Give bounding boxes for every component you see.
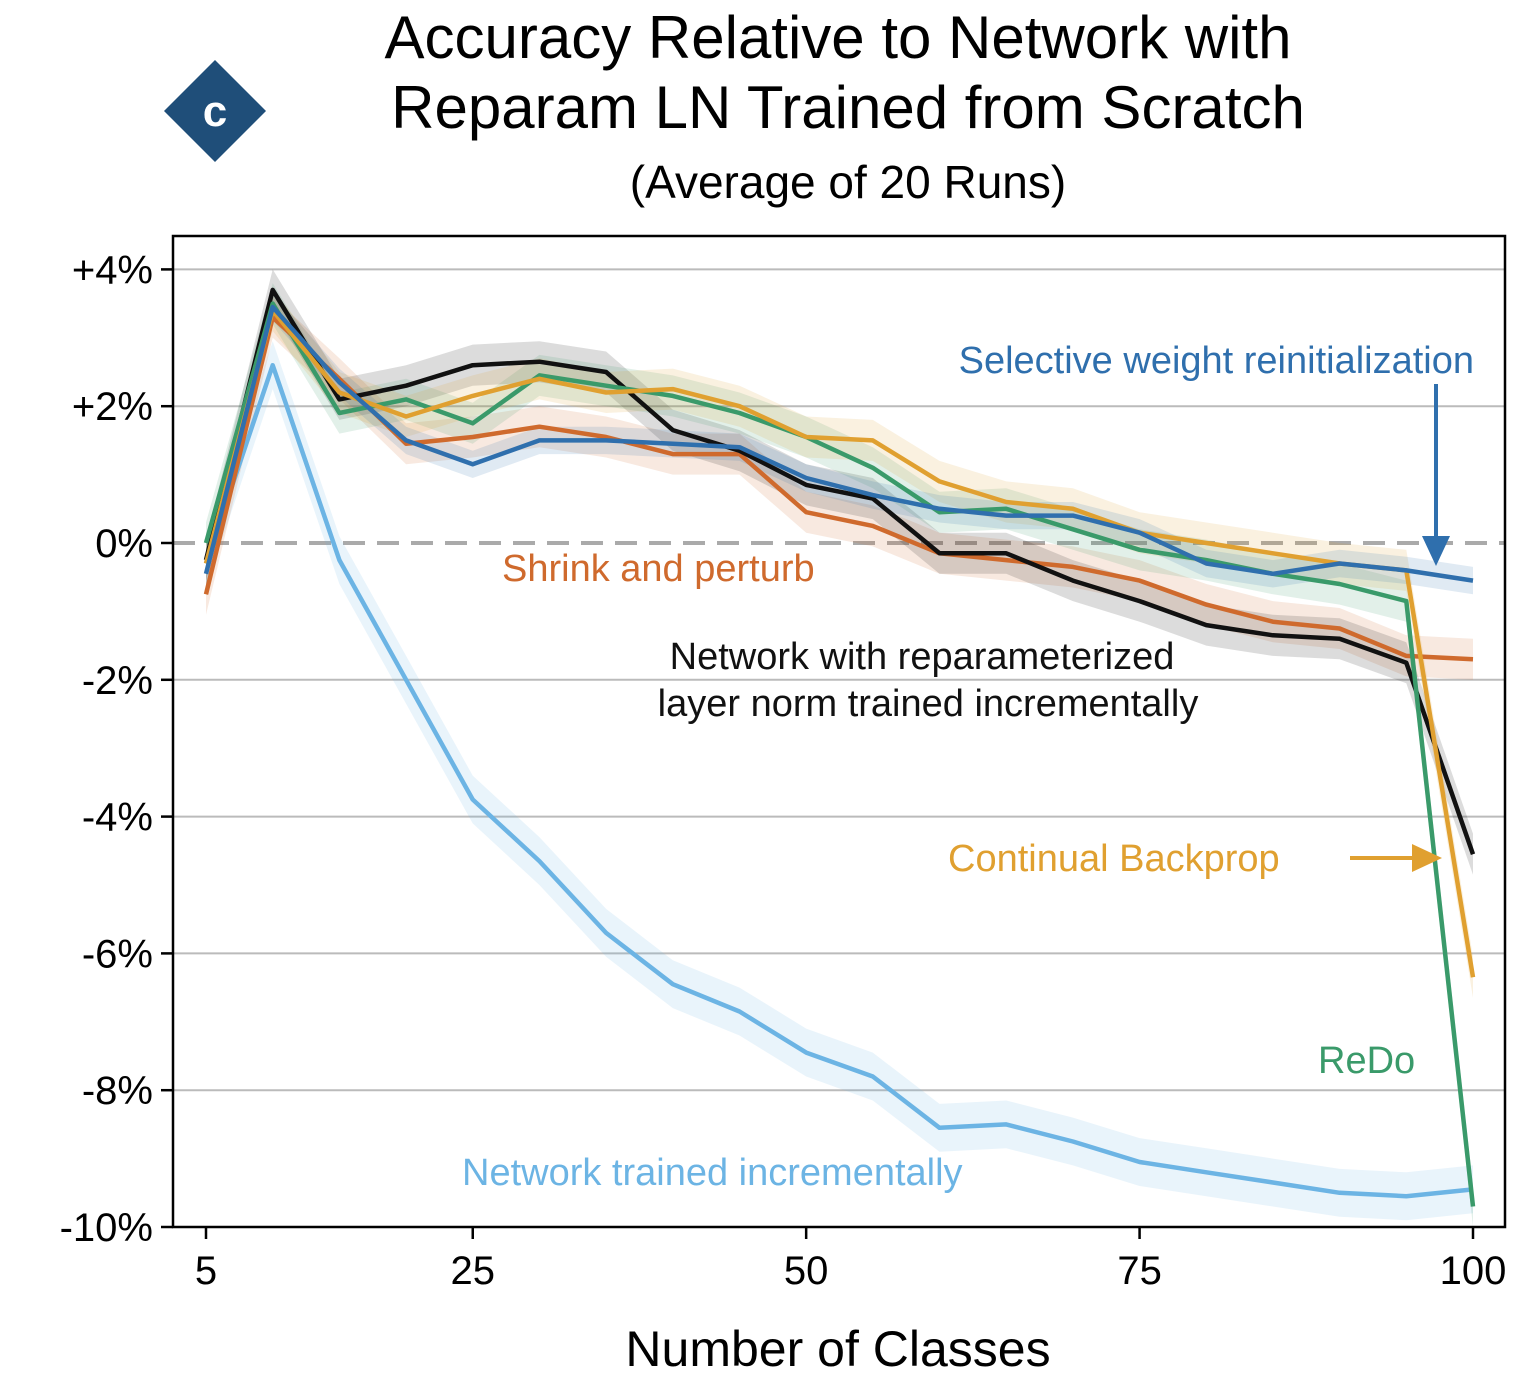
x-tick-label: 25 [450,1249,495,1293]
y-tick-label: -6% [82,932,153,976]
chart-title-line-2: Reparam LN Trained from Scratch [391,74,1305,141]
annotation-shrink-perturb: Shrink and perturb [502,548,815,590]
x-tick-label: 50 [784,1249,829,1293]
y-axis: +4% +2% 0% -2% -4% -6% -8% -10% [60,248,173,1250]
grid-lines [173,268,1505,1092]
y-tick-label: -4% [82,796,153,840]
continual-arrow-head [1412,844,1442,872]
series-band-4 [206,289,1473,998]
series-lines [203,287,1476,1207]
badge-letter: c [203,87,227,136]
series-line-2 [203,287,1476,855]
annotation-selective-weight: Selective weight reinitialization [959,340,1474,382]
series-line-5 [203,304,1474,583]
x-tick-label: 75 [1117,1249,1162,1293]
series-band-3 [206,283,1473,1228]
panel-badge: c [164,60,266,162]
chart-title-line-1: Accuracy Relative to Network with [385,4,1292,71]
y-tick-label: -10% [60,1206,153,1250]
y-tick-label: -2% [82,659,153,703]
plot-frame [171,234,1507,1229]
annotation-reparam-line-1: Network with reparameterized [670,636,1175,678]
series-line-4 [203,308,1476,978]
annotation-continual-backprop: Continual Backprop [948,838,1280,880]
y-tick-label: 0% [95,522,153,566]
badge-diamond [164,60,266,162]
y-tick-label: +4% [72,248,153,292]
selective-arrow-head [1422,536,1450,566]
series-line-0 [203,362,1474,1199]
x-tick-label: 100 [1440,1249,1507,1293]
annotation-reparam-line-2: layer norm trained incrementally [658,683,1199,725]
series-band-1 [206,296,1473,680]
chart-subtitle: (Average of 20 Runs) [630,156,1066,208]
y-tick-label: +2% [72,385,153,429]
y-tick-label: -8% [82,1069,153,1113]
series-band-0 [206,341,1473,1221]
annotation-redo: ReDo [1318,1040,1415,1082]
x-axis: 5 25 50 75 100 [195,1227,1507,1293]
annotation-network-incremental: Network trained incrementally [462,1152,963,1194]
annotations: Selective weight reinitialization Shrink… [462,340,1474,1194]
x-tick-label: 5 [195,1249,217,1293]
x-axis-label: Number of Classes [625,1321,1050,1377]
